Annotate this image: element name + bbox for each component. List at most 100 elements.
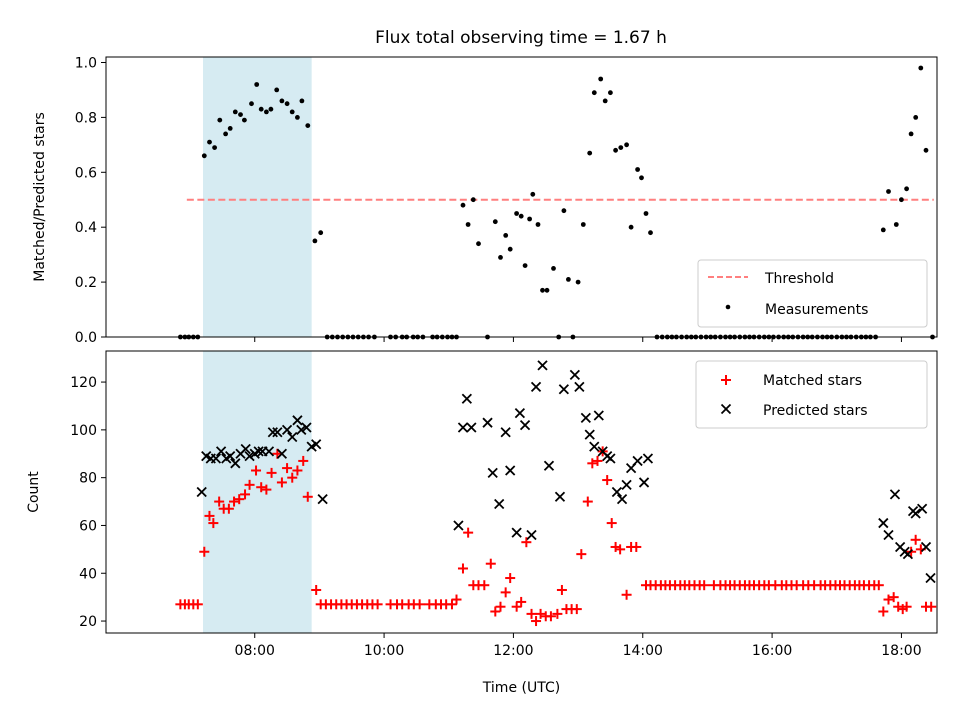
legend-matched-swatch — [721, 375, 731, 385]
predicted-star-point — [244, 451, 255, 462]
y-tick-label: 60 — [79, 518, 97, 534]
matched-star-point — [556, 584, 567, 595]
measurement-point — [886, 189, 891, 194]
measurement-point — [540, 287, 545, 293]
top-x-ticks — [254, 337, 902, 342]
predicted-star-x-b — [920, 541, 932, 553]
matched-star-point — [311, 584, 322, 595]
predicted-star-x-b — [632, 455, 643, 467]
bottom-x-ticks: 08:00 10:00 12:00 14:00 16:00 18:00 — [235, 633, 922, 659]
matched-star-point — [485, 558, 496, 569]
predicted-star-x-b — [574, 381, 585, 392]
predicted-star-point — [632, 455, 643, 467]
predicted-star-x-b — [301, 422, 312, 433]
top-legend: Threshold Measurements — [697, 259, 928, 328]
predicted-star-x-b — [621, 479, 632, 490]
measurement-point — [460, 202, 466, 208]
predicted-star-point — [902, 548, 914, 560]
legend-measurements-swatch — [725, 304, 731, 310]
matched-star-point — [505, 573, 516, 584]
measurement-point — [295, 115, 300, 120]
legend-threshold-label: Threshold — [764, 271, 834, 287]
predicted-star-point — [883, 529, 894, 541]
measurement-point — [232, 109, 238, 115]
measurement-point — [624, 142, 629, 148]
predicted-star-x-b — [642, 453, 654, 464]
predicted-star-point — [301, 422, 312, 433]
predicted-star-point — [878, 517, 889, 529]
bottom-y-ticks: 20 40 60 80 100 120 — [70, 375, 106, 630]
predicted-star-x-b — [537, 360, 548, 371]
matched-star-point — [372, 599, 383, 610]
matched-star-point — [587, 458, 598, 469]
matched-star-point — [883, 594, 894, 605]
bottom-y-axis-label: Count — [26, 471, 42, 513]
predicted-star-x-b — [267, 427, 278, 438]
predicted-star-point — [311, 439, 322, 450]
predicted-star-point — [230, 458, 241, 469]
matched-star-point — [192, 599, 203, 610]
predicted-star-x-b — [494, 498, 505, 510]
predicted-star-x-b — [500, 427, 511, 438]
predicted-star-x-b — [196, 486, 207, 498]
y-tick-label: 1.0 — [75, 55, 97, 71]
matched-star-point — [552, 608, 563, 619]
measurement-point — [279, 98, 285, 104]
predicted-star-point — [925, 572, 936, 584]
matched-star-point — [479, 580, 490, 591]
predicted-star-x-b — [281, 424, 293, 436]
x-axis-label: Time (UTC) — [482, 680, 560, 696]
measurement-point — [498, 255, 503, 260]
matched-star-point — [261, 484, 272, 495]
measurement-point — [289, 109, 295, 115]
predicted-star-x-b — [272, 427, 283, 438]
predicted-star-x-b — [244, 451, 255, 462]
predicted-star-x-b — [292, 415, 303, 426]
matched-star-point — [910, 534, 921, 545]
predicted-stars-points — [196, 360, 936, 584]
predicted-star-x-b — [883, 529, 894, 541]
matched-stars-points — [175, 446, 937, 627]
matched-star-point — [457, 563, 468, 574]
predicted-star-x-b — [210, 453, 222, 464]
predicted-star-x-b — [230, 458, 241, 469]
predicted-star-point — [225, 451, 236, 462]
predicted-star-point — [537, 360, 548, 371]
measurement-point — [643, 211, 649, 216]
matched-star-point — [208, 518, 219, 529]
predicted-star-x-b — [253, 446, 264, 457]
measurement-point — [207, 139, 212, 145]
x-tick-label: 10:00 — [364, 643, 404, 659]
measurement-point — [591, 90, 597, 96]
predicted-star-point — [281, 424, 293, 436]
measurement-point — [242, 117, 247, 123]
top-y-axis-label: Matched/Predicted stars — [32, 112, 48, 282]
measurement-point — [587, 150, 593, 156]
matched-star-point — [490, 606, 501, 617]
measurement-point — [217, 117, 223, 123]
measurement-point — [613, 147, 618, 153]
predicted-star-x-b — [597, 446, 608, 457]
predicted-star-point — [500, 427, 511, 438]
predicted-star-x-b — [878, 517, 889, 529]
predicted-star-point — [569, 369, 580, 381]
predicted-star-point — [554, 491, 566, 502]
matched-star-point — [451, 594, 462, 605]
predicted-star-x-b — [311, 439, 322, 450]
chart-title: Flux total observing time = 1.67 h — [375, 28, 667, 48]
predicted-star-point — [466, 422, 477, 433]
measurement-point — [908, 131, 914, 137]
legend-x-b — [720, 403, 732, 415]
predicted-star-x-b — [511, 527, 522, 538]
matched-star-point — [521, 537, 532, 548]
predicted-star-x-b — [605, 453, 616, 464]
measurement-point — [503, 233, 509, 238]
predicted-star-point — [621, 479, 632, 490]
measurement-point — [639, 175, 644, 181]
y-tick-label: 20 — [79, 614, 97, 630]
matched-star-point — [223, 503, 234, 514]
matched-star-point — [266, 467, 277, 478]
matched-star-point — [901, 601, 912, 612]
measurement-point — [284, 101, 290, 107]
predicted-star-x-b — [584, 429, 595, 440]
